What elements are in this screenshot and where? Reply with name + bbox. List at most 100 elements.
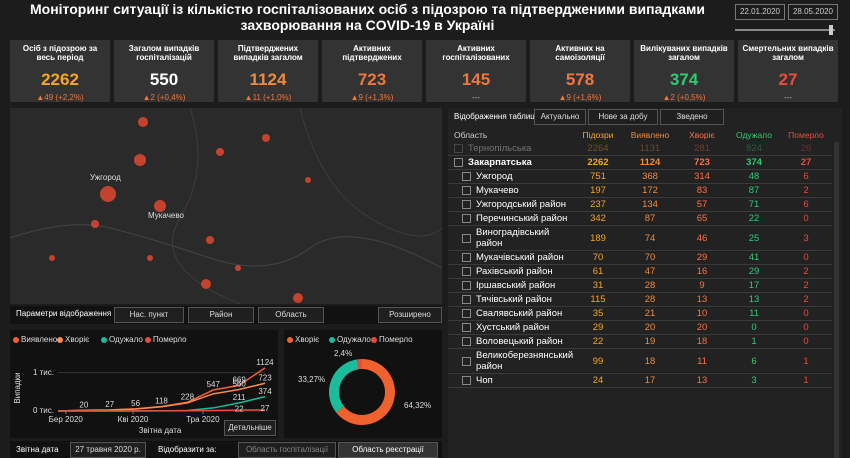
expand-box[interactable]: [462, 267, 471, 277]
details-button[interactable]: Детальніше: [224, 420, 276, 436]
border: [10, 224, 442, 269]
button[interactable]: Район: [188, 307, 254, 323]
expand-box[interactable]: [462, 214, 471, 224]
map-label: Ужгород: [90, 173, 121, 182]
marker: [100, 186, 116, 202]
region-name: Свалявський район: [476, 308, 563, 320]
button[interactable]: Область: [258, 307, 324, 323]
region-name: Хустський район: [476, 322, 550, 334]
cell: 27: [780, 155, 832, 171]
cell: 115: [572, 292, 624, 308]
legend-dot: [145, 337, 151, 343]
table-row: Чоп 24 17 13 3 1: [448, 373, 832, 389]
cell: 6: [780, 169, 832, 185]
expand-box[interactable]: [462, 172, 471, 182]
data-label: 669: [232, 375, 246, 384]
border: [299, 108, 442, 237]
kpi-value: 1124: [249, 70, 287, 89]
cell: 2: [780, 183, 832, 199]
expand-box[interactable]: [462, 337, 471, 347]
kpi-title: Активних госпіталізованих: [442, 44, 510, 62]
option[interactable]: Область реєстрації: [338, 442, 438, 458]
expand-box[interactable]: [462, 253, 471, 263]
mode[interactable]: Зведено: [660, 109, 724, 125]
kpi-change: ▲2 (+0,5%): [662, 93, 706, 102]
cell: 20: [624, 320, 676, 336]
cell: 26: [780, 142, 832, 156]
expand-box[interactable]: [462, 295, 471, 305]
scrollbar[interactable]: [834, 142, 839, 458]
series-line: [57, 382, 266, 412]
expand-box[interactable]: [462, 309, 471, 319]
column-header: Область: [454, 130, 488, 140]
cell: 20: [676, 320, 728, 336]
legend-label: Виявлено: [21, 335, 58, 344]
expand-box[interactable]: [462, 186, 471, 196]
cell: 314: [676, 169, 728, 185]
kpi-card: Активних на самоізоляції 578 ▲9 (+1,6%): [530, 40, 630, 102]
mode[interactable]: Актуально: [534, 109, 586, 125]
expand-box[interactable]: [462, 356, 471, 366]
data-label: 560: [232, 380, 246, 389]
cell: 16: [676, 264, 728, 280]
data-label: 56: [131, 399, 140, 408]
kpi-value: 723: [357, 70, 387, 89]
cell: 0: [780, 334, 832, 350]
cell: Тячівський район: [448, 292, 572, 308]
region-name: Рахівський район: [476, 266, 553, 278]
legend-label: Хворіє: [65, 335, 89, 344]
cell: 368: [624, 169, 676, 185]
marker: [206, 236, 214, 244]
slider-handle[interactable]: [829, 25, 833, 35]
slice-label: 2,4%: [334, 349, 352, 358]
kpi-card: Осіб з підозрою за весь період 2262 ▲49 (+…: [10, 40, 110, 102]
map[interactable]: Ужгород Мукачево: [10, 108, 442, 304]
cell: 1: [780, 348, 832, 375]
region-name: Тернопільська: [468, 143, 532, 154]
expand-box[interactable]: [462, 233, 471, 243]
footer-label: Відобразити за:: [158, 445, 217, 454]
button[interactable]: Розширено: [378, 307, 442, 323]
cell: 35: [572, 306, 624, 322]
table-row: Свалявський район 35 21 10 11 0: [448, 306, 832, 322]
expand-box[interactable]: [454, 144, 463, 153]
date-picker[interactable]: 27 травня 2020 р.: [70, 442, 146, 458]
mode[interactable]: Нове за добу: [588, 109, 658, 125]
button[interactable]: Нас. пункт: [114, 307, 184, 323]
map-controls: Параметри відображення : Нас. пункт Райо…: [10, 306, 442, 324]
expand-box[interactable]: [462, 323, 471, 333]
cell: 48: [728, 169, 780, 185]
cell: 65: [676, 211, 728, 227]
region-name: Ужгородський район: [476, 199, 567, 211]
cell: 723: [676, 155, 728, 171]
cell: 3: [780, 225, 832, 252]
column-header: Одужало: [736, 130, 772, 140]
date-to[interactable]: 28.05.2020: [788, 4, 838, 20]
cell: 28: [624, 292, 676, 308]
border: [172, 108, 241, 304]
y-axis-title: Випадки: [13, 372, 22, 403]
date-slider[interactable]: [735, 29, 835, 31]
expand-box[interactable]: [462, 281, 471, 291]
cell: 0: [780, 306, 832, 322]
expand-box[interactable]: [462, 200, 471, 210]
legend-label: Хворіє: [295, 335, 319, 344]
cell: 6: [728, 348, 780, 375]
footer: Звітна дата 27 травня 2020 р. Відобразит…: [10, 441, 442, 458]
date-from[interactable]: 22.01.2020: [735, 4, 785, 20]
line-chart: Виявлено Хворіє Одужало Померло 0 тис. 1 тис.…: [13, 335, 274, 435]
cell: 29: [572, 320, 624, 336]
cell: 2262: [572, 155, 624, 171]
region-name: Виноградівський район: [476, 227, 550, 250]
expand-box[interactable]: [454, 158, 463, 168]
cell: 189: [572, 225, 624, 252]
kpi-value: 374: [669, 70, 699, 89]
cell: 99: [572, 348, 624, 375]
table-row: Закарпатська 2262 1124 723 374 27: [448, 155, 832, 171]
map-label: Мукачево: [148, 211, 184, 220]
cell: 31: [572, 278, 624, 294]
expand-box[interactable]: [462, 376, 471, 386]
table-wrap: Область Підозри Виявлено Хворіє Одужало Помер…: [448, 128, 832, 389]
option[interactable]: Область госпіталізації: [238, 442, 336, 458]
